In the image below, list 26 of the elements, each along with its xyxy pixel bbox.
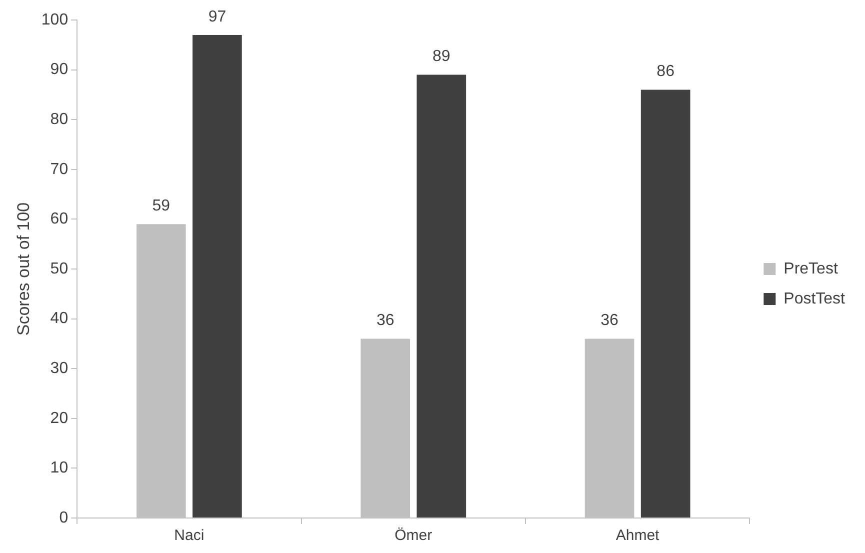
bar xyxy=(416,74,466,518)
data-label: 86 xyxy=(656,63,675,80)
y-tick-label: 50 xyxy=(50,260,68,278)
y-tick-label: 80 xyxy=(50,111,68,128)
y-tick-label: 90 xyxy=(50,61,68,78)
bar xyxy=(192,34,242,518)
data-label: 36 xyxy=(600,312,619,330)
data-label: 59 xyxy=(152,198,170,215)
y-tick-label: 20 xyxy=(50,410,68,427)
x-tick-label: Ahmet xyxy=(616,527,660,544)
data-label: 36 xyxy=(376,312,394,330)
data-label: 89 xyxy=(432,48,450,66)
legend-label: PostTest xyxy=(784,290,846,308)
y-tick-label: 0 xyxy=(59,509,68,526)
y-tick-label: 70 xyxy=(50,160,68,178)
y-axis-title: Scores out of 100 xyxy=(14,202,33,336)
y-tick-label: 100 xyxy=(41,11,68,28)
y-tick-label: 30 xyxy=(50,360,68,378)
legend-label: PreTest xyxy=(784,260,838,278)
y-tick-label: 10 xyxy=(50,460,68,477)
data-label: 97 xyxy=(208,8,226,26)
x-tick-label: Naci xyxy=(174,527,204,544)
y-tick-label: 60 xyxy=(50,210,68,228)
bar xyxy=(640,90,690,518)
x-tick-label: Ömer xyxy=(394,527,432,544)
y-tick-label: 40 xyxy=(50,310,68,328)
